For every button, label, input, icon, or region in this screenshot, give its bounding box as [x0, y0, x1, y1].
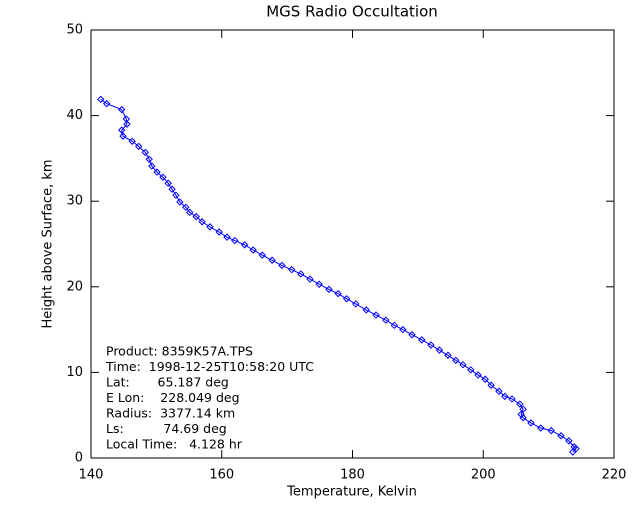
point-marker — [519, 414, 527, 422]
point-marker — [362, 306, 370, 314]
annotation: Lat: 65.187 deg — [106, 375, 229, 390]
x-axis-label: Temperature, Kelvin — [286, 485, 417, 500]
point-marker — [240, 241, 249, 249]
point-marker — [182, 203, 190, 211]
point-marker — [231, 236, 239, 245]
point-marker — [206, 223, 214, 231]
point-marker — [223, 233, 231, 241]
y-tick-label: 30 — [66, 194, 83, 209]
chart-title: MGS Radio Occultation — [266, 3, 438, 21]
point-marker — [325, 285, 333, 294]
point-marker — [547, 426, 555, 435]
x-tick-label: 180 — [340, 468, 365, 483]
point-marker — [495, 387, 503, 395]
point-marker — [198, 218, 206, 226]
point-marker — [569, 448, 577, 456]
point-marker — [418, 336, 426, 344]
annotation: E Lon: 228.049 deg — [106, 390, 240, 405]
x-tick-label: 140 — [79, 468, 104, 483]
point-marker — [306, 275, 314, 283]
point-marker — [382, 316, 390, 324]
point-marker — [118, 105, 126, 114]
annotation: Product: 8359K57A.TPS — [106, 344, 253, 359]
point-marker — [452, 356, 460, 365]
point-marker — [153, 168, 161, 176]
point-marker — [258, 251, 266, 259]
point-marker — [141, 148, 149, 157]
point-marker — [148, 162, 156, 170]
point-marker — [215, 228, 223, 236]
point-marker — [268, 256, 276, 264]
point-marker — [164, 179, 172, 187]
point-marker — [408, 331, 416, 339]
point-marker — [459, 360, 467, 369]
point-marker — [145, 155, 153, 163]
x-tick-label: 160 — [209, 468, 234, 483]
point-marker — [342, 295, 351, 303]
point-marker — [427, 341, 435, 349]
y-tick-label: 20 — [66, 279, 83, 294]
point-marker — [501, 392, 509, 401]
point-marker — [287, 265, 296, 274]
point-marker — [565, 437, 573, 445]
y-tick-label: 0 — [75, 451, 83, 466]
point-marker — [192, 212, 200, 221]
point-marker — [118, 126, 126, 134]
point-marker — [519, 405, 527, 413]
point-marker — [435, 346, 444, 354]
point-marker — [159, 173, 167, 181]
y-tick-label: 50 — [66, 23, 83, 38]
point-marker — [119, 132, 127, 140]
point-marker — [123, 120, 131, 128]
point-marker — [186, 208, 194, 217]
point-marker — [135, 142, 143, 151]
point-marker — [527, 419, 535, 427]
annotation: Local Time: 4.128 hr — [106, 437, 243, 452]
profile-line — [100, 98, 577, 453]
point-marker — [352, 300, 360, 308]
point-marker — [102, 99, 111, 108]
y-axis-label: Height above Surface, km — [41, 159, 56, 328]
point-marker — [172, 191, 180, 199]
point-marker — [481, 375, 489, 383]
annotation: Ls: 74.69 deg — [106, 421, 227, 436]
point-marker — [399, 325, 407, 334]
annotation: Radius: 3377.14 km — [106, 406, 235, 421]
y-tick-label: 40 — [66, 108, 83, 123]
point-marker — [372, 311, 380, 319]
point-marker — [516, 400, 524, 408]
point-marker — [508, 395, 516, 403]
point-marker — [537, 424, 545, 432]
point-marker — [334, 289, 342, 298]
x-tick-label: 200 — [471, 468, 496, 483]
point-marker — [128, 137, 136, 145]
point-marker — [168, 185, 176, 193]
point-marker — [315, 280, 323, 288]
y-tick-label: 10 — [66, 365, 83, 380]
point-marker — [474, 371, 482, 379]
annotation: Time: 1998-12-25T10:58:20 UTC — [105, 359, 314, 374]
point-marker — [278, 261, 286, 270]
point-marker — [176, 198, 184, 206]
x-tick-label: 220 — [602, 468, 627, 483]
point-marker — [487, 381, 495, 389]
point-marker — [467, 366, 475, 374]
point-marker — [557, 432, 565, 440]
point-marker — [297, 270, 305, 278]
point-marker — [249, 246, 257, 254]
point-marker — [390, 321, 399, 330]
point-marker — [444, 351, 452, 359]
point-marker — [97, 95, 105, 104]
